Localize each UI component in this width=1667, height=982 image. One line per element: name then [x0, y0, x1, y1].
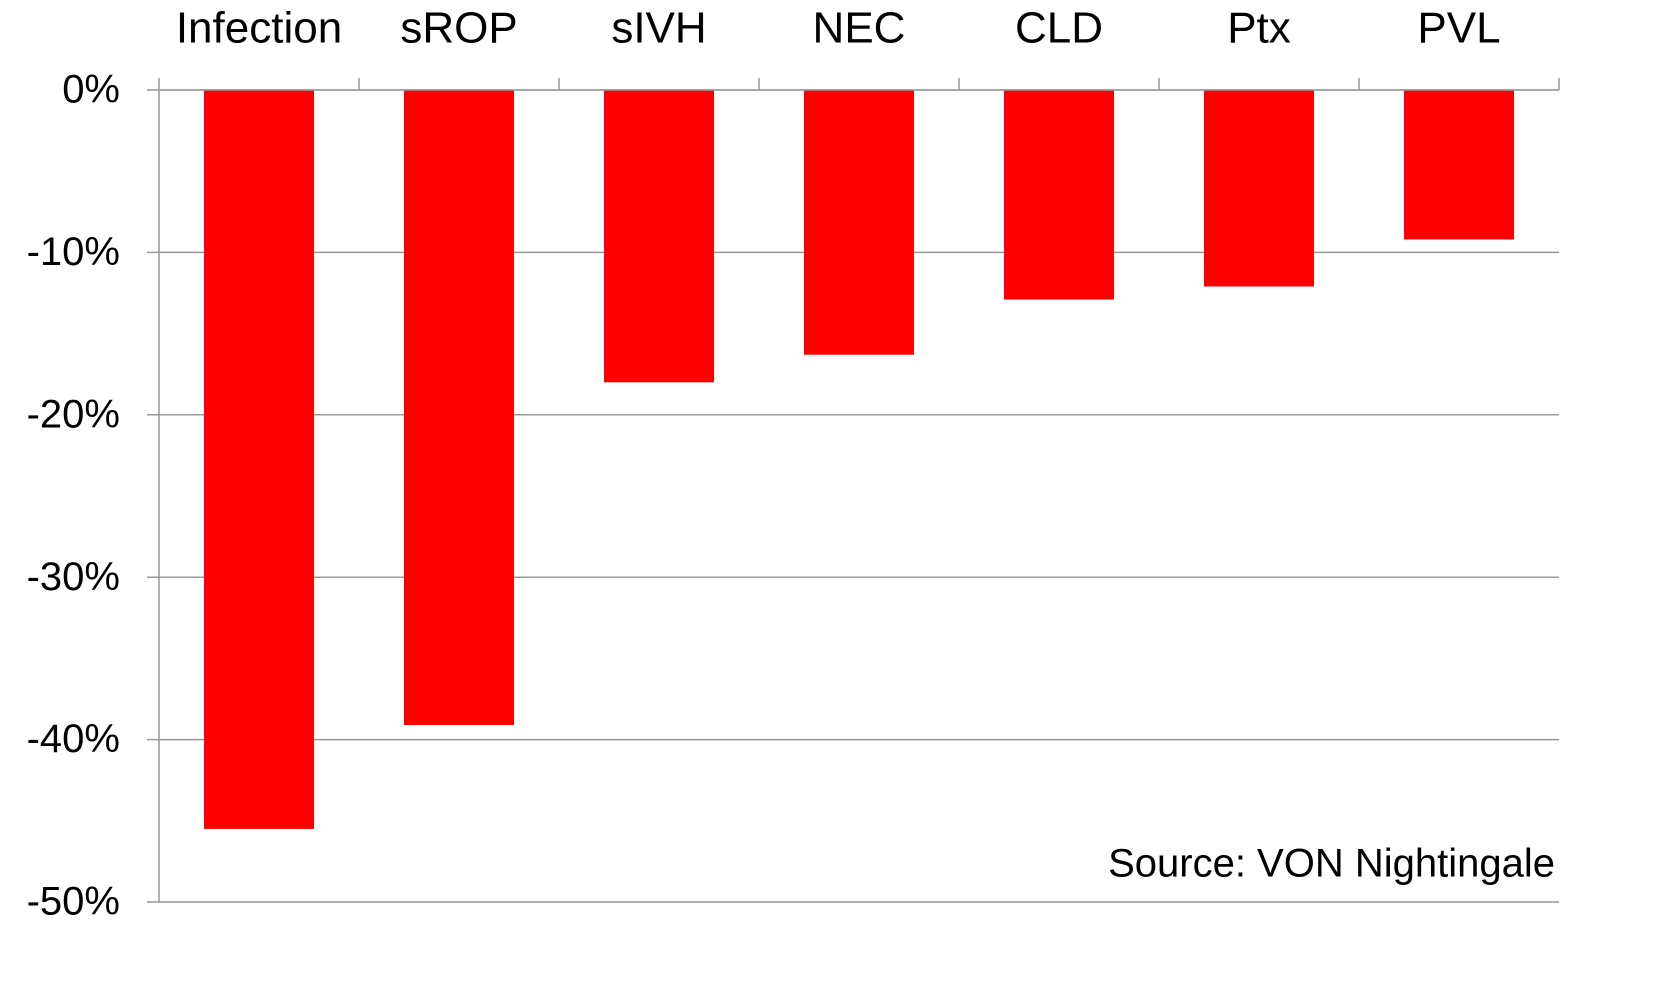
bar [1004, 90, 1114, 300]
bar [204, 90, 314, 829]
annotation: Source: VON Nightingale [1108, 842, 1555, 886]
bar [1404, 90, 1514, 240]
y-tick-label: -10% [27, 230, 120, 274]
y-tick-label: -30% [27, 555, 120, 599]
y-tick-label: -20% [27, 392, 120, 436]
bar [404, 90, 514, 725]
x-tick-label: Ptx [1227, 4, 1291, 53]
bar [804, 90, 914, 355]
x-tick-label: sROP [400, 4, 517, 53]
y-tick-label: -50% [27, 880, 120, 924]
bar [1204, 90, 1314, 287]
bar [604, 90, 714, 383]
x-tick-label: Infection [176, 4, 342, 53]
y-tick-label: -40% [27, 717, 120, 761]
y-tick-label: 0% [62, 68, 120, 112]
x-tick-label: sIVH [611, 4, 706, 53]
x-tick-label: NEC [813, 4, 906, 53]
x-tick-label: CLD [1015, 4, 1103, 53]
x-tick-label: PVL [1417, 4, 1500, 53]
